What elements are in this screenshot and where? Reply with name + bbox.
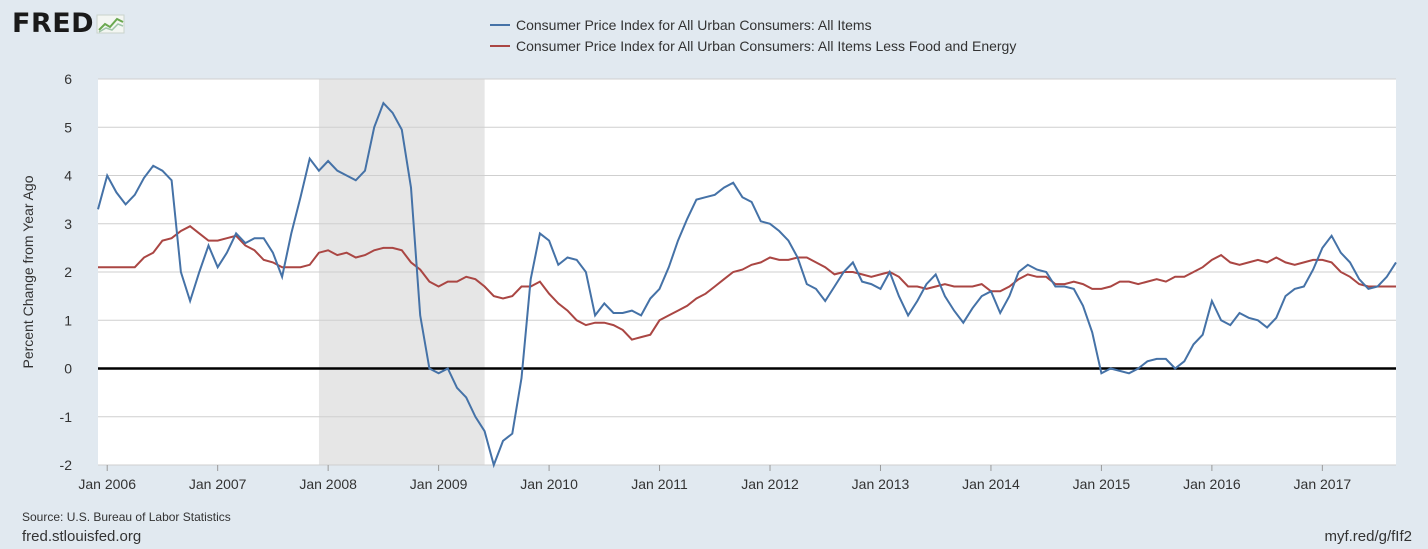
y-tick-label: 6 [64,71,72,87]
line-graph-icon [96,14,125,33]
site-link[interactable]: fred.stlouisfed.org [22,528,142,545]
y-tick-label: 3 [64,216,72,232]
y-axis-ticks: -2 -1 0 1 2 3 4 5 6 [60,71,73,473]
series-line-core[interactable] [98,225,1396,341]
x-tick-label: Jan 2011 [631,476,688,492]
series-line-all-items[interactable] [97,101,1397,469]
x-tick-label: Jan 2007 [189,476,247,492]
y-tick-label: 5 [64,119,72,135]
x-axis-ticks: Jan 2006 Jan 2007 Jan 2008 Jan 2009 Jan 2010… [78,465,1351,492]
y-tick-label: -1 [60,409,73,425]
x-tick-label: Jan 2015 [1073,476,1131,492]
y-tick-label: 4 [64,168,72,184]
short-link[interactable]: myf.red/g/fIf2 [1324,528,1412,545]
x-tick-label: Jan 2013 [852,476,910,492]
legend-label-all-items: Consumer Price Index for All Urban Consu… [516,17,872,33]
x-tick-label: Jan 2017 [1294,476,1352,492]
x-tick-label: Jan 2016 [1183,476,1241,492]
x-tick-label: Jan 2009 [410,476,468,492]
fred-logo-text: FRED [12,8,95,39]
x-tick-label: Jan 2006 [78,476,136,492]
x-tick-label: Jan 2010 [520,476,578,492]
y-tick-label: 0 [64,361,72,377]
legend-swatch-all-items [490,24,510,26]
y-tick-label: 1 [64,312,72,328]
source-note: Source: U.S. Bureau of Labor Statistics [22,510,231,524]
x-tick-label: Jan 2008 [299,476,357,492]
x-tick-label: Jan 2012 [741,476,799,492]
x-tick-label: Jan 2014 [962,476,1020,492]
y-tick-label: -2 [60,457,73,473]
legend-swatch-core [490,45,510,47]
y-tick-label: 2 [64,264,72,280]
legend-label-core: Consumer Price Index for All Urban Consu… [516,38,1017,54]
legend-item-all-items[interactable]: Consumer Price Index for All Urban Consu… [490,17,872,33]
legend-item-core[interactable]: Consumer Price Index for All Urban Consu… [490,38,1016,54]
fred-logo[interactable]: FRED [12,8,126,39]
y-axis-label: Percent Change from Year Ago [20,175,36,368]
